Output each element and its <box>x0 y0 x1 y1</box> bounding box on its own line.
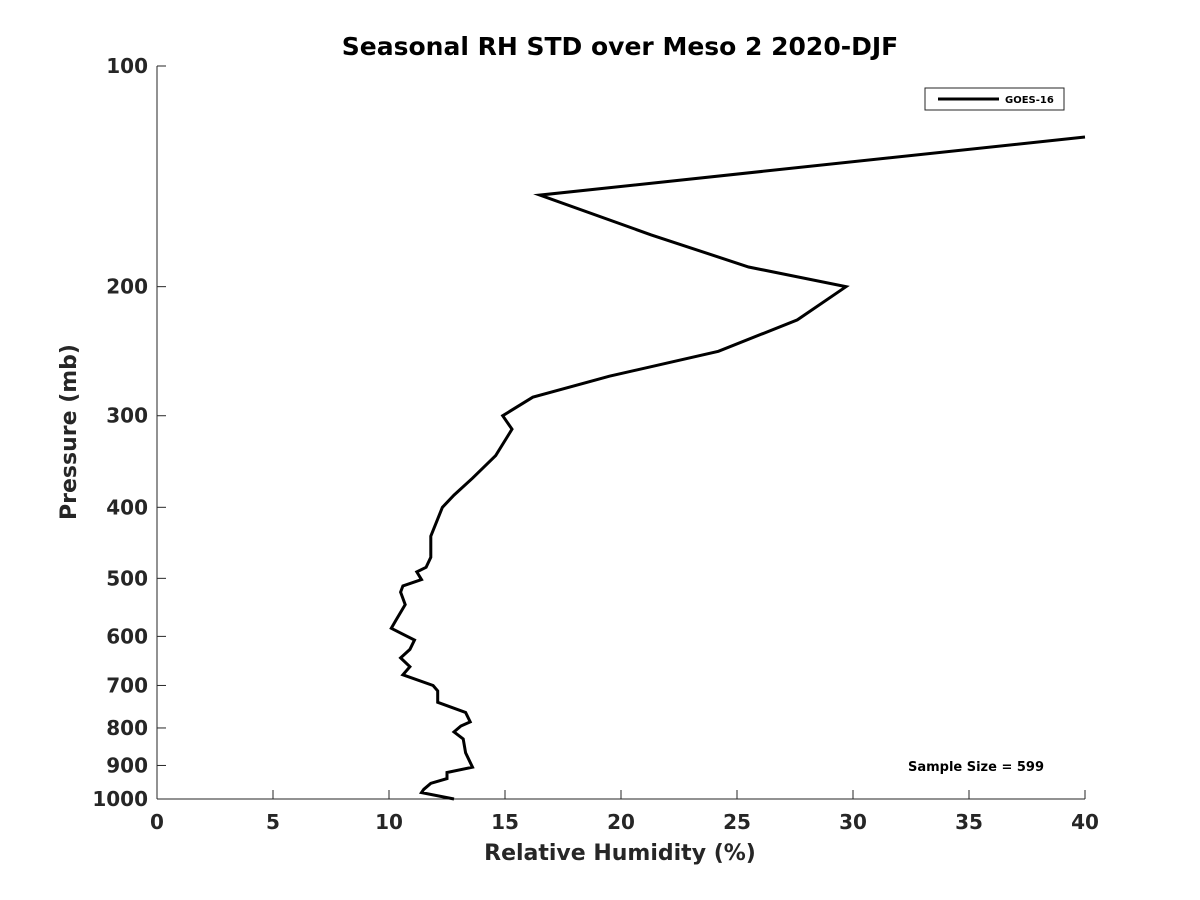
x-tick-label: 15 <box>491 810 519 834</box>
sample-size-annotation: Sample Size = 599 <box>908 760 1044 775</box>
x-tick-label: 40 <box>1071 810 1099 834</box>
x-tick-label: 5 <box>266 810 280 834</box>
y-axis-label: Pressure (mb) <box>57 344 82 520</box>
x-axis-label: Relative Humidity (%) <box>484 841 756 866</box>
chart-title: Seasonal RH STD over Meso 2 2020-DJF <box>342 32 898 61</box>
legend: GOES-16 <box>924 87 1065 111</box>
y-tick-label: 400 <box>106 495 148 519</box>
y-tick-label: 300 <box>106 404 148 428</box>
x-tick-label: 25 <box>723 810 751 834</box>
y-tick-label: 100 <box>106 54 148 78</box>
series-line-goes-16 <box>389 135 1086 801</box>
y-tick-label: 700 <box>106 673 148 697</box>
x-tick-label: 35 <box>955 810 983 834</box>
y-tick-label: 200 <box>106 275 148 299</box>
y-tick-label: 800 <box>106 716 148 740</box>
x-tick-label: 30 <box>839 810 867 834</box>
x-tick-label: 10 <box>375 810 403 834</box>
y-tick-label: 500 <box>106 566 148 590</box>
y-tick-label: 600 <box>106 624 148 648</box>
ticks: 0 5 10 15 20 25 30 35 40 100 200 300 400 500 600 700 800… <box>92 54 1099 834</box>
x-tick-label: 20 <box>607 810 635 834</box>
x-tick-label: 0 <box>150 810 164 834</box>
series-layer <box>389 135 1086 801</box>
legend-label: GOES-16 <box>1005 95 1054 106</box>
y-tick-label: 1000 <box>92 787 148 811</box>
y-tick-label: 900 <box>106 753 148 777</box>
